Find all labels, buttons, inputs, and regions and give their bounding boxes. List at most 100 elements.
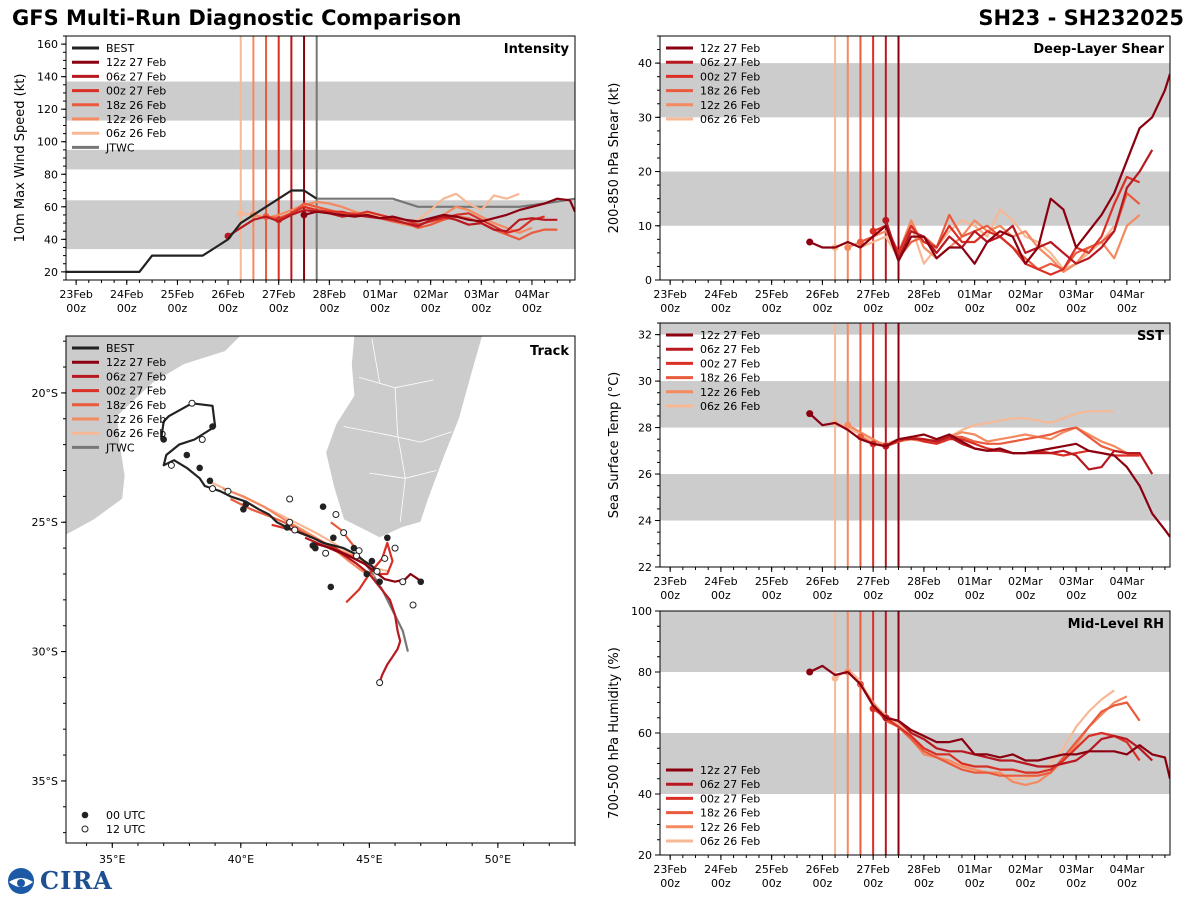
rh-legend-label: 12z 26 Feb xyxy=(700,821,760,834)
intensity-ylabel: 10m Max Wind Speed (kt) xyxy=(13,74,28,243)
track-legend-label: 12z 27 Feb xyxy=(106,356,166,369)
sst-xtick-label: 00z xyxy=(863,589,883,602)
marker-legend-12utc-symbol xyxy=(81,825,89,833)
shear-xtick-label: 03Mar xyxy=(1059,288,1094,301)
shear-ylabel: 200-850 hPa Shear (kt) xyxy=(607,83,622,234)
track-line xyxy=(230,498,361,558)
sst-ytick-label: 28 xyxy=(638,422,652,435)
intensity-xtick-label: 00z xyxy=(522,302,542,315)
track-marker-00utc xyxy=(319,503,327,511)
track-xtick-label: 50°E xyxy=(485,853,511,866)
shear-xtick-label: 00z xyxy=(1015,302,1035,315)
sst-xtick-label: 23Feb xyxy=(653,575,686,588)
rh-ylabel: 700-500 hPa Humidity (%) xyxy=(607,647,622,819)
sst-legend-label: 18z 26 Feb xyxy=(700,372,760,385)
rh-series-line xyxy=(809,664,1170,780)
sst-legend-label: 00z 27 Feb xyxy=(700,357,760,370)
shear-series-line xyxy=(834,208,1116,271)
track-legend-label: 12z 26 Feb xyxy=(106,413,166,426)
sst-xtick-label: 00z xyxy=(660,589,680,602)
rh-xtick-label: 01Mar xyxy=(957,863,992,876)
track-marker-00utc xyxy=(368,557,376,565)
sst-ytick-label: 22 xyxy=(638,561,652,574)
intensity-xtick-label: 00z xyxy=(168,302,188,315)
panel-intensity: 2040608010012014016023Feb00z24Feb00z25Fe… xyxy=(13,35,576,315)
sst-xtick-label: 00z xyxy=(812,589,832,602)
sst-axes-frame xyxy=(659,322,1171,568)
shear-xtick-label: 02Mar xyxy=(1008,288,1043,301)
rh-xtick-label: 00z xyxy=(914,877,934,890)
sst-xtick-label: 00z xyxy=(1015,589,1035,602)
track-marker-12utc xyxy=(381,554,389,562)
intensity-legend-label: BEST xyxy=(106,42,134,55)
madagascar-landmass xyxy=(325,336,484,539)
shear-xtick-label: 00z xyxy=(914,302,934,315)
rh-plot-area xyxy=(660,611,1170,855)
intensity-xtick-label: 00z xyxy=(370,302,390,315)
track-marker-12utc xyxy=(340,529,348,537)
sst-plot-area xyxy=(660,323,1170,567)
intensity-legend-label: 00z 27 Feb xyxy=(106,85,166,98)
shear-ytick-label: 30 xyxy=(638,111,652,124)
sst-xtick-label: 03Mar xyxy=(1059,575,1094,588)
track-marker-00utc xyxy=(242,500,250,508)
intensity-ytick-label: 100 xyxy=(37,136,58,149)
marker-legend-00utc-symbol xyxy=(81,811,89,819)
sst-band-1 xyxy=(660,381,1170,428)
sst-xtick-label: 00z xyxy=(762,589,782,602)
track-marker-12utc xyxy=(198,435,206,443)
shear-xtick-label: 01Mar xyxy=(957,288,992,301)
track-xtick-label: 35°E xyxy=(99,853,125,866)
track-line xyxy=(304,536,402,683)
track-marker-00utc xyxy=(350,544,358,552)
track-ytick-label: 30°S xyxy=(32,646,58,659)
track-line xyxy=(160,402,378,573)
sst-xtick-label: 28Feb xyxy=(907,575,940,588)
rh-ytick-label: 20 xyxy=(638,849,652,862)
sst-legend-label: 12z 27 Feb xyxy=(700,329,760,342)
intensity-panel-title: Intensity xyxy=(504,42,570,57)
intensity-xtick-label: 23Feb xyxy=(59,288,92,301)
track-marker-12utc xyxy=(224,487,232,495)
rh-series-line xyxy=(885,716,1153,768)
rh-xtick-label: 00z xyxy=(711,877,731,890)
track-legend-label: BEST xyxy=(106,342,134,355)
track-ytick-label: 20°S xyxy=(32,387,58,400)
intensity-xtick-label: 27Feb xyxy=(262,288,295,301)
panel-track: 35°E 40°E 45°E 50°E 20°S 25°S 30°S 35°S Track BES… xyxy=(32,335,576,866)
intensity-xtick-label: 02Mar xyxy=(413,288,448,301)
track-legend-label: 18z 26 Feb xyxy=(106,399,166,412)
track-marker-00utc xyxy=(160,436,167,443)
shear-xtick-label: 00z xyxy=(711,302,731,315)
rh-legend-label: 00z 27 Feb xyxy=(700,792,760,805)
sst-ytick-label: 32 xyxy=(638,329,652,342)
province-border xyxy=(394,387,406,523)
rh-xtick-label: 00z xyxy=(965,877,985,890)
intensity-series-line xyxy=(303,197,575,223)
track-marker-12utc xyxy=(409,601,417,609)
sst-legend-label: 06z 27 Feb xyxy=(700,343,760,356)
shear-xtick-label: 25Feb xyxy=(755,288,788,301)
sst-xtick-label: 25Feb xyxy=(755,575,788,588)
intensity-legend-label: 12z 26 Feb xyxy=(106,113,166,126)
cira-logo: CIRA xyxy=(6,866,116,896)
intensity-xtick-label: 00z xyxy=(218,302,238,315)
rh-legend-label: 18z 26 Feb xyxy=(700,807,760,820)
intensity-legend-label: 12z 27 Feb xyxy=(106,56,166,69)
track-marker-12utc xyxy=(209,485,217,493)
storm-id: SH23 - SH232025 xyxy=(978,6,1184,30)
track-marker-00utc xyxy=(209,423,216,430)
intensity-xtick-label: 00z xyxy=(117,302,137,315)
shear-xtick-label: 28Feb xyxy=(907,288,940,301)
intensity-ytick-label: 20 xyxy=(44,266,58,279)
shear-legend-label: 06z 27 Feb xyxy=(700,56,760,69)
track-marker-12utc xyxy=(286,495,294,503)
intensity-xtick-label: 00z xyxy=(421,302,441,315)
rh-xtick-label: 00z xyxy=(812,877,832,890)
intensity-xtick-label: 00z xyxy=(66,302,86,315)
rh-xtick-label: 00z xyxy=(1066,877,1086,890)
rh-xtick-label: 23Feb xyxy=(653,863,686,876)
rh-xtick-label: 26Feb xyxy=(806,863,839,876)
track-marker-00utc xyxy=(240,506,247,513)
